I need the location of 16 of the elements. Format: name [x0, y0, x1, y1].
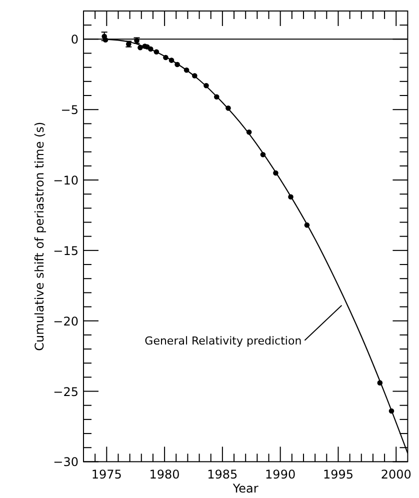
y-tick-label: −15 [53, 244, 78, 258]
y-tick-label: 0 [70, 32, 78, 47]
x-tick-label: 1980 [149, 468, 180, 482]
x-tick-label: 1975 [91, 468, 122, 482]
y-tick-label: −5 [60, 103, 78, 118]
x-tick-label: 2000 [380, 468, 412, 482]
x-tick-label: 1990 [265, 468, 296, 482]
x-tick-label: 1995 [322, 468, 354, 482]
y-tick-label: −20 [53, 314, 78, 328]
x-axis-title: Year [232, 482, 258, 496]
annotation: General Relativity prediction [144, 334, 302, 348]
y-tick-label: −25 [53, 384, 78, 399]
x-tick-label: 1985 [207, 468, 238, 482]
y-tick-label: −30 [53, 455, 78, 470]
y-tick-label: −10 [53, 174, 78, 188]
y-axis-title: Cumulative shift of periastron time (s) [32, 122, 46, 351]
